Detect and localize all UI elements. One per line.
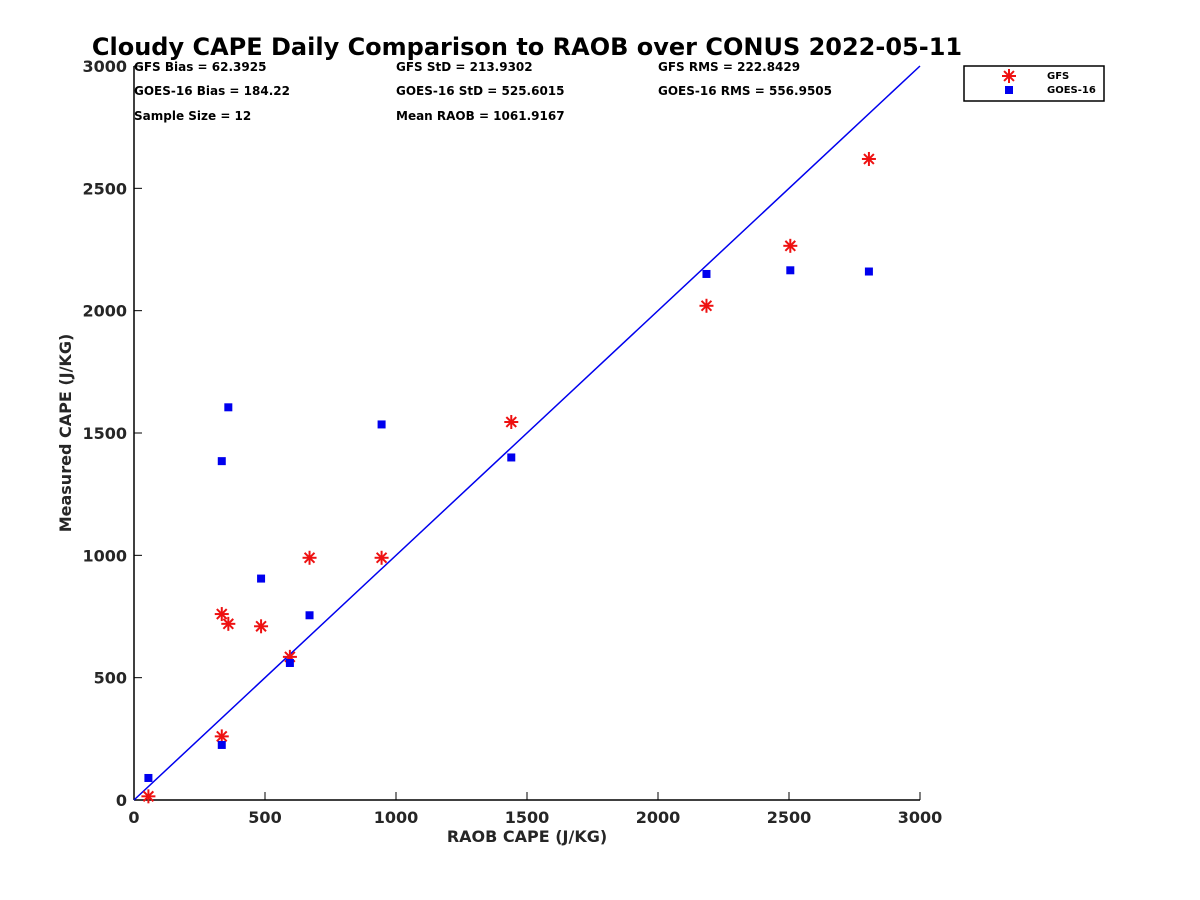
goes16-point xyxy=(786,266,795,275)
one-to-one-reference-line xyxy=(133,65,921,801)
legend-gfs-marker xyxy=(1002,69,1016,83)
x-tick-label: 3000 xyxy=(898,808,943,827)
x-tick-label: 500 xyxy=(248,808,281,827)
goes16-point xyxy=(224,403,233,412)
chart-title: Cloudy CAPE Daily Comparison to RAOB ove… xyxy=(92,33,962,61)
gfs-point xyxy=(374,550,389,565)
stat-text: GFS RMS = 222.8429 xyxy=(658,60,800,74)
gfs-point xyxy=(302,550,317,565)
stat-text: GFS Bias = 62.3925 xyxy=(134,60,266,74)
y-tick-label: 1000 xyxy=(82,546,127,565)
gfs-point xyxy=(214,607,229,622)
x-tick-label: 0 xyxy=(128,808,139,827)
y-axis-label: Measured CAPE (J/KG) xyxy=(56,334,75,533)
plot-area xyxy=(133,65,921,804)
legend-box xyxy=(963,65,1105,102)
goes16-point xyxy=(257,574,266,583)
legend-goes16-marker xyxy=(1005,86,1013,94)
goes16-point xyxy=(507,453,516,462)
stat-text: Mean RAOB = 1061.9167 xyxy=(396,109,565,123)
x-tick-label: 1500 xyxy=(505,808,550,827)
y-tick-label: 0 xyxy=(116,791,127,810)
gfs-point xyxy=(861,151,876,166)
goes16-point xyxy=(144,773,153,782)
goes16-point xyxy=(864,267,873,276)
goes16-point xyxy=(217,740,226,749)
gfs-point xyxy=(141,789,156,804)
gfs-point xyxy=(254,619,269,634)
legend-label: GFS xyxy=(1047,71,1069,82)
y-tick-label: 500 xyxy=(94,669,127,688)
stat-text: GOES-16 Bias = 184.22 xyxy=(134,84,290,98)
gfs-point xyxy=(699,298,714,313)
goes16-point xyxy=(702,269,711,278)
goes16-point xyxy=(217,457,226,466)
y-tick-label: 1500 xyxy=(82,424,127,443)
stat-text: GFS StD = 213.9302 xyxy=(396,60,533,74)
goes16-point xyxy=(377,420,386,429)
stat-text: GOES-16 StD = 525.6015 xyxy=(396,84,565,98)
y-tick-label: 2000 xyxy=(82,302,127,321)
x-tick-label: 2000 xyxy=(636,808,681,827)
y-tick-label: 3000 xyxy=(82,57,127,76)
goes16-point xyxy=(305,611,314,620)
x-tick-label: 1000 xyxy=(374,808,419,827)
stats-annotations: GFS Bias = 62.3925 GFS StD = 213.9302 GFS … xyxy=(134,60,832,123)
y-tick-label: 2500 xyxy=(82,179,127,198)
x-axis-label: RAOB CAPE (J/KG) xyxy=(447,827,607,846)
legend: GFS GOES-16 xyxy=(963,65,1105,102)
gfs-point xyxy=(221,616,236,631)
stat-text: Sample Size = 12 xyxy=(134,109,251,123)
gfs-point xyxy=(504,414,519,429)
gfs-point xyxy=(783,238,798,253)
tick-labels: 0 500 1000 1500 2000 2500 3000 0 500 1000 1500 2000… xyxy=(82,57,942,827)
goes16-point xyxy=(285,658,294,667)
legend-label: GOES-16 xyxy=(1047,85,1096,96)
stat-text: GOES-16 RMS = 556.9505 xyxy=(658,84,832,98)
x-tick-label: 2500 xyxy=(767,808,812,827)
